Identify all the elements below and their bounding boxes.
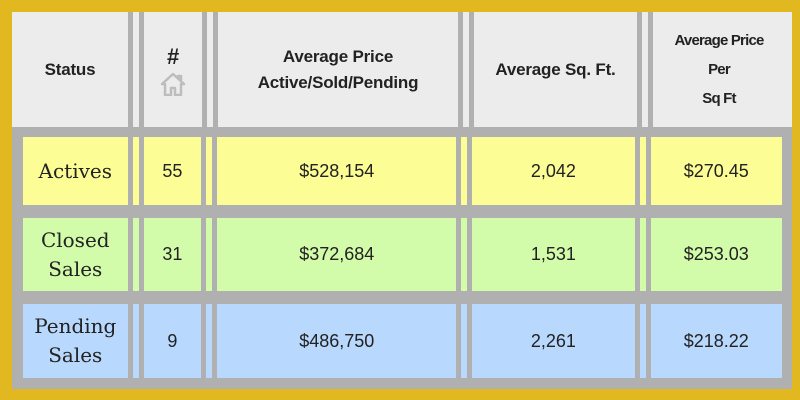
header-avg-price-line1: Average Price (282, 46, 394, 66)
status-label-line2: Sales (48, 256, 103, 281)
header-count-label: # (166, 43, 180, 69)
column-divider (127, 218, 144, 291)
column-divider (634, 218, 651, 291)
row-count: 31 (162, 244, 183, 264)
column-divider (456, 304, 473, 378)
row-status: Pending Sales (23, 304, 128, 378)
row-avg-sqft: 2,042 (530, 160, 576, 181)
column-divider (127, 304, 144, 378)
header-avg-price: Average Price Active/Sold/Pending (218, 12, 458, 127)
header-ppsf-line1: Average Price (674, 32, 764, 49)
header-avg-sqft: Average Sq. Ft. (495, 59, 616, 79)
column-divider (456, 218, 473, 291)
column-divider (637, 12, 653, 127)
table-header: Status # Average Price Active/Sold/Pendin… (12, 12, 792, 127)
table-row-closed-sales: Closed Sales 31 $372,684 1,531 $253.03 (23, 218, 782, 291)
row-avg-sqft: 1,531 (530, 244, 576, 264)
column-divider (128, 12, 144, 127)
table-row-actives: Actives 55 $528,154 2,042 $270.45 (23, 137, 782, 205)
column-divider (127, 137, 144, 205)
row-avg-sqft: 2,261 (530, 330, 576, 351)
row-price-per-sqft: $270.45 (683, 160, 749, 181)
column-divider (201, 218, 218, 291)
header-price-per-sqft: Average Price Per Sq Ft (653, 12, 785, 127)
stats-table: Status # Average Price Active/Sold/Pendin… (12, 12, 792, 389)
row-status: Closed Sales (23, 218, 128, 291)
header-ppsf-line3: Sq Ft (702, 90, 736, 107)
row-avg-price: $372,684 (299, 244, 375, 264)
status-label-line2: Sales (48, 343, 103, 367)
status-label: Pending (34, 314, 117, 338)
column-divider (201, 137, 218, 205)
header-avg-price-line2: Active/Sold/Pending (257, 72, 419, 92)
row-count: 9 (167, 330, 178, 351)
header-status: Status (44, 59, 96, 79)
row-price-per-sqft: $253.03 (683, 244, 749, 264)
status-label: Actives (38, 158, 113, 183)
table-row-pending-sales: Pending Sales 9 $486,750 2,261 $218.22 (23, 304, 782, 378)
column-divider (458, 12, 474, 127)
column-divider (202, 12, 218, 127)
header-count: # (144, 12, 202, 127)
column-divider (634, 137, 651, 205)
column-divider (456, 137, 473, 205)
header-ppsf-line2: Per (708, 61, 731, 78)
row-avg-price: $486,750 (299, 330, 375, 351)
row-price-per-sqft: $218.22 (683, 330, 749, 351)
house-icon (160, 72, 186, 96)
row-status: Actives (23, 137, 128, 205)
row-count: 55 (162, 160, 183, 181)
status-label: Closed (40, 227, 110, 252)
column-divider (201, 304, 218, 378)
column-divider (634, 304, 651, 378)
row-avg-price: $528,154 (299, 160, 375, 181)
